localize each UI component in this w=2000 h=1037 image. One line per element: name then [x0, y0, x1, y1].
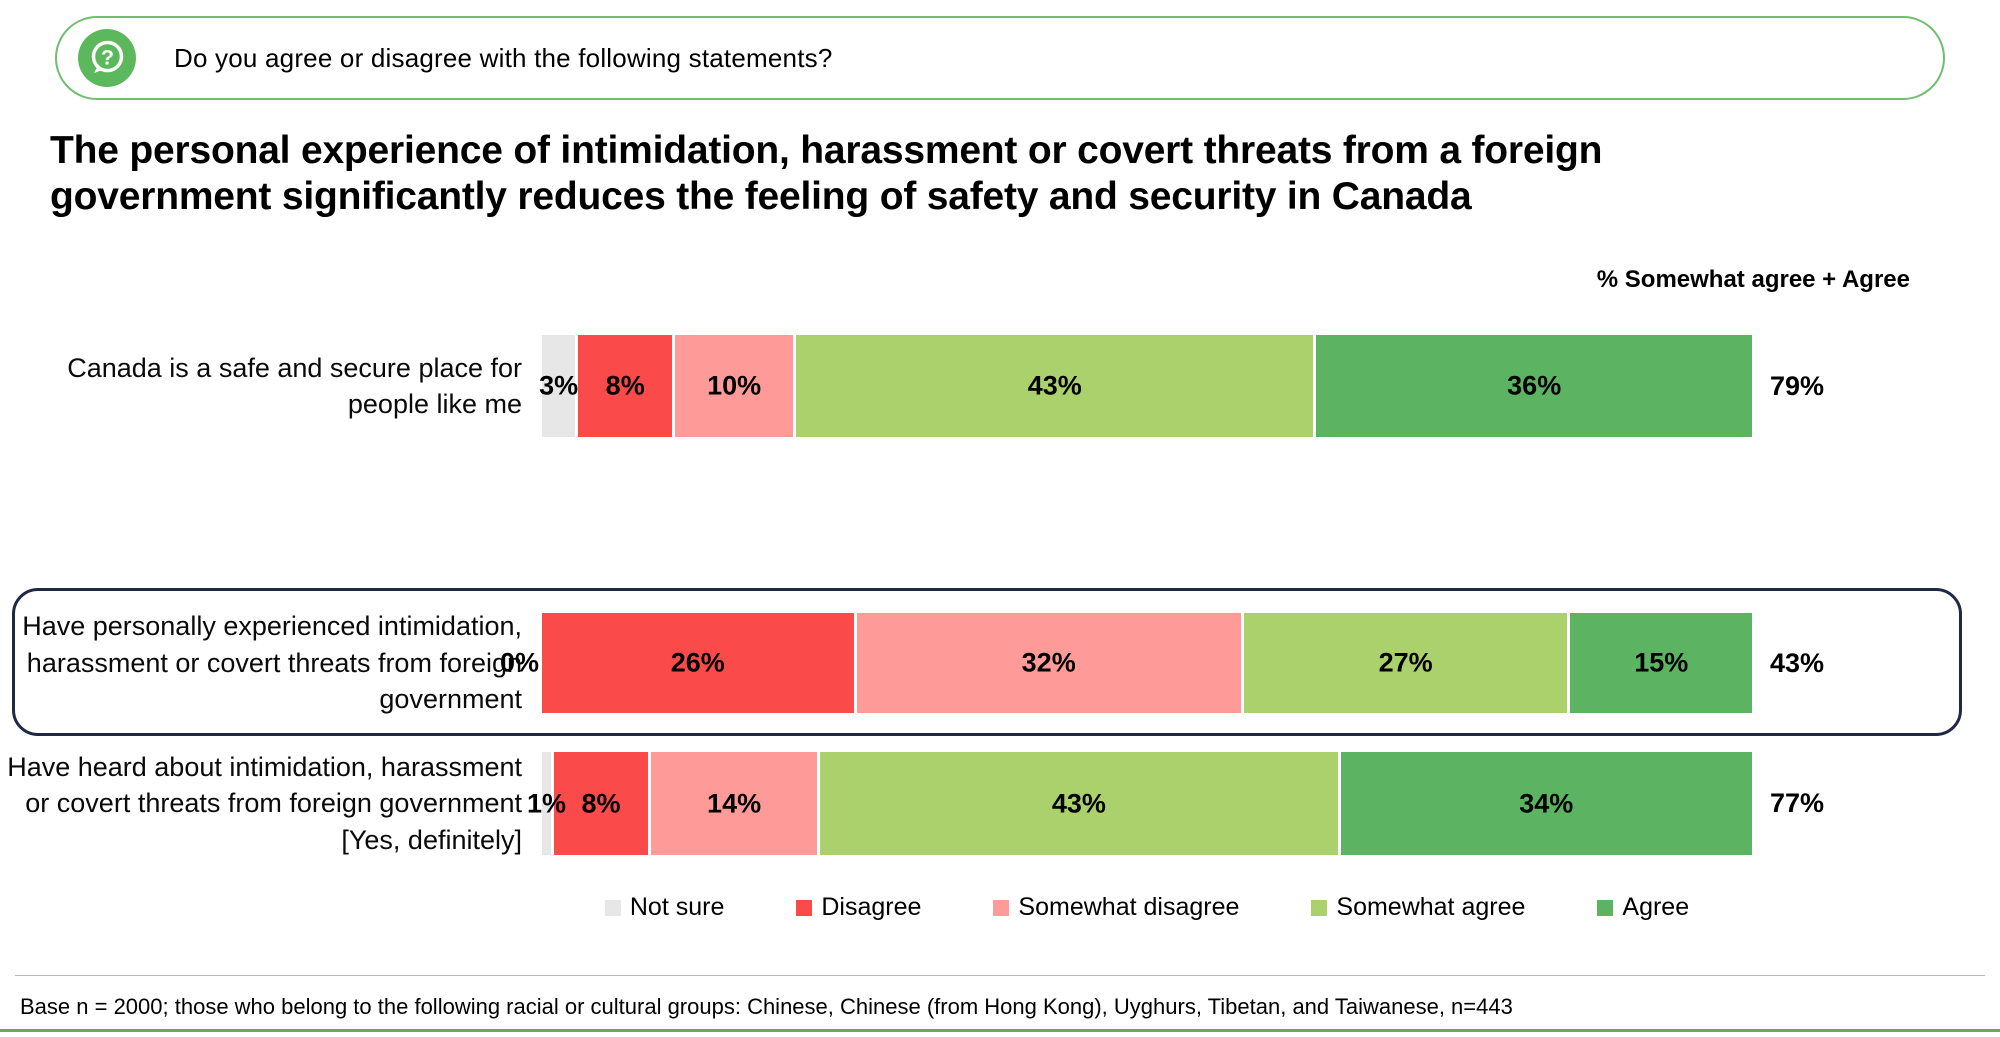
- segment-value-label: 8%: [605, 370, 645, 401]
- segment-value-label: 32%: [1021, 647, 1076, 678]
- legend-swatch-somewhat-agree: [1311, 899, 1328, 916]
- legend-label: Somewhat agree: [1336, 893, 1526, 921]
- question-banner: ? Do you agree or disagree with the foll…: [55, 16, 1945, 100]
- bar-row: Have personally experienced intimidation…: [0, 611, 2000, 714]
- legend-label: Disagree: [821, 893, 922, 921]
- bar-track: 0% 26% 32% 27% 15%: [500, 613, 1752, 713]
- footnote: Base n = 2000; those who belong to the f…: [20, 994, 1513, 1019]
- category-label: Canada is a safe and secure place for pe…: [67, 352, 522, 419]
- question-banner-text: Do you agree or disagree with the follow…: [174, 42, 833, 73]
- highlight-box: [12, 588, 1962, 736]
- segment-value-label: 1%: [527, 788, 567, 818]
- summary-column-header: % Somewhat agree + Agree: [1596, 266, 1910, 293]
- bar-segment-somewhat-agree: 27%: [1243, 613, 1571, 713]
- page-title: The personal experience of intimidation,…: [50, 129, 1603, 218]
- legend-swatch-agree: [1597, 899, 1614, 916]
- segment-value-label: 43%: [1027, 370, 1082, 401]
- legend-item-somewhat-agree: Somewhat agree: [1311, 893, 1525, 922]
- segment-value-label: 36%: [1507, 370, 1562, 401]
- legend-swatch-somewhat-disagree: [993, 899, 1010, 916]
- bar-segment-not-sure: 1%: [527, 752, 566, 855]
- bar-segment-somewhat-agree: 43%: [796, 335, 1317, 437]
- legend-item-agree: Agree: [1597, 893, 1689, 922]
- category-label: Have personally experienced intimidation…: [22, 611, 522, 715]
- svg-text:?: ?: [101, 45, 114, 69]
- question-bubble-icon: ?: [78, 29, 136, 87]
- segment-value-label: 34%: [1519, 788, 1574, 818]
- bar-segment-somewhat-disagree: 10%: [675, 335, 797, 437]
- segment-value-label: 8%: [581, 788, 621, 818]
- bar-track: 1% 8% 14% 43% 34%: [527, 752, 1752, 855]
- legend-swatch-disagree: [796, 899, 813, 916]
- row-total-label: 77%: [1770, 788, 1825, 818]
- legend-label: Somewhat disagree: [1018, 893, 1240, 921]
- legend-item-somewhat-disagree: Somewhat disagree: [993, 893, 1239, 922]
- legend-item-disagree: Disagree: [796, 893, 921, 922]
- bar-segment-somewhat-disagree: 32%: [856, 613, 1244, 713]
- segment-value-label: 15%: [1634, 647, 1689, 678]
- bar-segment-somewhat-agree: 43%: [820, 752, 1341, 855]
- legend-label: Agree: [1622, 893, 1690, 921]
- bar-segment-disagree: 8%: [554, 752, 651, 855]
- bar-segment-agree: 36%: [1316, 335, 1752, 437]
- segment-value-label: 27%: [1378, 647, 1433, 678]
- segment-value-label: 26%: [670, 647, 725, 678]
- bar-segment-agree: 34%: [1340, 752, 1752, 855]
- legend-label: Not sure: [629, 893, 725, 921]
- bar-track: 3% 8% 10% 43% 36%: [539, 335, 1752, 437]
- category-label: Have heard about intimidation, harassmen…: [7, 751, 522, 855]
- segment-value-label: 0%: [499, 647, 539, 678]
- segment-value-label: 3%: [539, 370, 579, 401]
- segment-value-label: 43%: [1051, 788, 1106, 818]
- bottom-accent-line: [0, 1029, 2000, 1032]
- segment-value-label: 10%: [707, 370, 762, 401]
- segment-value-label: 14%: [707, 788, 762, 818]
- bar-row: Canada is a safe and secure place for pe…: [0, 335, 2000, 437]
- footer-divider: [15, 975, 1985, 976]
- bar-row: Have heard about intimidation, harassmen…: [0, 752, 2000, 855]
- chart-legend: Not sure Disagree Somewhat disagree Some…: [542, 893, 1752, 922]
- bar-segment-agree: 15%: [1570, 613, 1752, 713]
- row-total-label: 43%: [1770, 647, 1825, 678]
- legend-item-not-sure: Not sure: [604, 893, 725, 922]
- row-total-label: 79%: [1770, 370, 1825, 401]
- bar-segment-not-sure: 3%: [539, 335, 579, 437]
- bar-segment-somewhat-disagree: 14%: [650, 752, 821, 855]
- bar-segment-disagree: 26%: [542, 613, 857, 713]
- bar-segment-disagree: 8%: [578, 335, 676, 437]
- legend-swatch-not-sure: [604, 899, 621, 916]
